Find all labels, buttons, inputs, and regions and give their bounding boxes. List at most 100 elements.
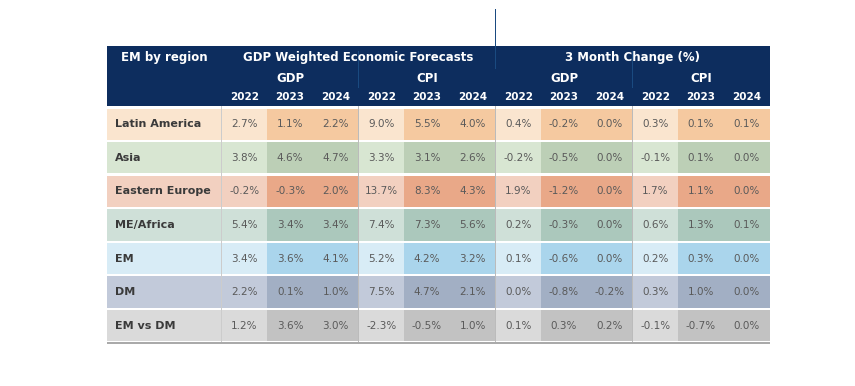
Bar xyxy=(496,209,541,240)
Text: 1.0%: 1.0% xyxy=(687,287,714,297)
Text: 1.9%: 1.9% xyxy=(505,186,532,196)
Bar xyxy=(358,109,404,140)
Bar xyxy=(678,276,724,308)
Text: -0.2%: -0.2% xyxy=(594,287,625,297)
Text: Asia: Asia xyxy=(115,153,141,163)
Text: 5.2%: 5.2% xyxy=(369,254,395,264)
Text: 2.2%: 2.2% xyxy=(322,119,349,129)
Text: 0.1%: 0.1% xyxy=(734,220,760,230)
Bar xyxy=(541,176,587,207)
Text: 5.4%: 5.4% xyxy=(231,220,257,230)
Text: 0.2%: 0.2% xyxy=(505,220,532,230)
Bar xyxy=(107,308,770,310)
Text: 3.2%: 3.2% xyxy=(459,254,486,264)
Text: 2022: 2022 xyxy=(504,92,533,102)
Text: 3.4%: 3.4% xyxy=(322,220,349,230)
Text: 0.0%: 0.0% xyxy=(734,321,760,331)
Bar xyxy=(221,310,268,341)
Bar xyxy=(633,176,678,207)
Text: 0.0%: 0.0% xyxy=(734,186,760,196)
Bar xyxy=(678,209,724,240)
Bar xyxy=(496,109,541,140)
Text: 1.7%: 1.7% xyxy=(642,186,669,196)
Text: 3.1%: 3.1% xyxy=(414,153,440,163)
Bar xyxy=(107,109,221,140)
Text: 1.1%: 1.1% xyxy=(277,119,304,129)
Text: -0.3%: -0.3% xyxy=(275,186,305,196)
Text: 2024: 2024 xyxy=(732,92,761,102)
Text: 0.3%: 0.3% xyxy=(687,254,714,264)
Bar xyxy=(107,46,770,69)
Text: 0.0%: 0.0% xyxy=(734,287,760,297)
Bar xyxy=(107,342,770,344)
Text: 8.3%: 8.3% xyxy=(414,186,440,196)
Text: 2.2%: 2.2% xyxy=(231,287,257,297)
Bar xyxy=(724,276,770,308)
Bar xyxy=(313,142,358,173)
Text: 0.0%: 0.0% xyxy=(734,153,760,163)
Bar xyxy=(404,109,450,140)
Text: 0.1%: 0.1% xyxy=(687,119,714,129)
Text: -2.3%: -2.3% xyxy=(366,321,397,331)
Text: DM: DM xyxy=(115,287,135,297)
Text: 2.6%: 2.6% xyxy=(459,153,486,163)
Text: 3.4%: 3.4% xyxy=(277,220,304,230)
Text: 0.1%: 0.1% xyxy=(505,321,532,331)
Bar xyxy=(450,176,496,207)
Bar xyxy=(678,142,724,173)
Bar xyxy=(633,209,678,240)
Bar xyxy=(221,176,268,207)
Text: 1.0%: 1.0% xyxy=(322,287,349,297)
Bar xyxy=(268,276,313,308)
Bar xyxy=(587,142,633,173)
Bar xyxy=(313,109,358,140)
Bar xyxy=(678,109,724,140)
Text: 0.3%: 0.3% xyxy=(642,287,669,297)
Bar xyxy=(724,243,770,274)
Bar xyxy=(107,310,221,341)
Text: 0.1%: 0.1% xyxy=(505,254,532,264)
Text: 4.3%: 4.3% xyxy=(459,186,486,196)
Bar xyxy=(107,107,770,109)
Bar xyxy=(541,109,587,140)
Text: GDP Weighted Economic Forecasts: GDP Weighted Economic Forecasts xyxy=(244,51,474,64)
Text: 2024: 2024 xyxy=(595,92,624,102)
Text: 1.2%: 1.2% xyxy=(231,321,257,331)
Bar xyxy=(541,209,587,240)
Bar xyxy=(358,209,404,240)
Bar xyxy=(404,310,450,341)
Bar xyxy=(107,69,770,88)
Bar xyxy=(724,176,770,207)
Text: 3.3%: 3.3% xyxy=(369,153,395,163)
Text: -0.5%: -0.5% xyxy=(412,321,442,331)
Bar xyxy=(450,142,496,173)
Text: 2.0%: 2.0% xyxy=(322,186,349,196)
Text: 1.3%: 1.3% xyxy=(687,220,714,230)
Bar xyxy=(404,243,450,274)
Bar xyxy=(724,209,770,240)
Bar xyxy=(268,310,313,341)
Bar xyxy=(678,243,724,274)
Bar xyxy=(633,109,678,140)
Bar xyxy=(268,142,313,173)
Bar xyxy=(633,310,678,341)
Text: 0.6%: 0.6% xyxy=(642,220,669,230)
Text: 2.7%: 2.7% xyxy=(231,119,257,129)
Bar xyxy=(633,243,678,274)
Text: -1.2%: -1.2% xyxy=(549,186,579,196)
Text: 2024: 2024 xyxy=(321,92,351,102)
Text: 0.1%: 0.1% xyxy=(734,119,760,129)
Text: 0.2%: 0.2% xyxy=(597,321,623,331)
Bar xyxy=(496,310,541,341)
Bar xyxy=(496,176,541,207)
Bar xyxy=(358,176,404,207)
Bar xyxy=(358,107,359,344)
Bar xyxy=(107,107,770,344)
Text: 3 Month Change (%): 3 Month Change (%) xyxy=(565,51,700,64)
Bar xyxy=(221,107,222,344)
Text: 7.4%: 7.4% xyxy=(369,220,395,230)
Bar xyxy=(313,176,358,207)
Bar xyxy=(404,209,450,240)
Text: 0.3%: 0.3% xyxy=(551,321,577,331)
Bar xyxy=(495,9,496,69)
